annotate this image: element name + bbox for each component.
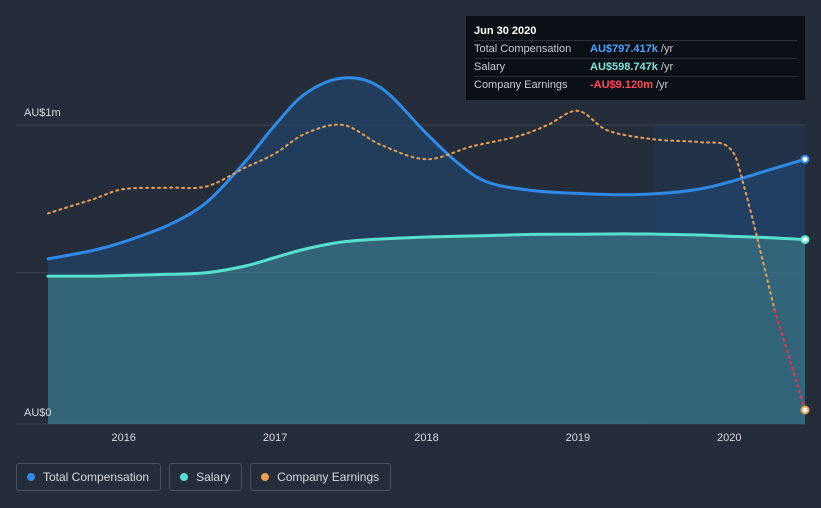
legend-label: Salary bbox=[196, 470, 231, 484]
x-tick-label: 2020 bbox=[717, 432, 741, 444]
legend-label: Total Compensation bbox=[43, 470, 150, 484]
tooltip-label: Salary bbox=[474, 61, 506, 73]
x-axis-tick-labels: 2016 2017 2018 2019 2020 bbox=[111, 432, 741, 444]
tooltip-row-company-earnings: Company Earnings -AU$9.120m /yr bbox=[474, 76, 797, 94]
hover-tooltip: Jun 30 2020 Total Compensation AU$797.41… bbox=[466, 16, 805, 100]
line-salary bbox=[46, 232, 807, 278]
x-tick-label: 2017 bbox=[263, 432, 287, 444]
legend-item-salary[interactable]: Salary bbox=[169, 463, 243, 491]
legend-dot-icon bbox=[27, 473, 35, 481]
legend-label: Company Earnings bbox=[277, 470, 380, 484]
line-company-earnings-negative bbox=[773, 309, 806, 411]
tooltip-row-salary: Salary AU$598.747k /yr bbox=[474, 58, 797, 76]
tooltip-label: Total Compensation bbox=[474, 43, 572, 55]
x-tick-label: 2019 bbox=[566, 432, 590, 444]
legend-item-company-earnings[interactable]: Company Earnings bbox=[250, 463, 392, 491]
chart-lines bbox=[46, 76, 807, 411]
chart-end-markers bbox=[800, 154, 810, 415]
legend-dot-icon bbox=[180, 473, 189, 481]
line-total-compensation bbox=[46, 76, 807, 261]
chart-legend: Total Compensation Salary Company Earnin… bbox=[16, 463, 392, 491]
tooltip-value: AU$598.747k bbox=[590, 61, 658, 73]
end-marker-total-compensation bbox=[800, 154, 810, 164]
tooltip-label: Company Earnings bbox=[474, 79, 568, 91]
chart-areas bbox=[48, 77, 805, 424]
tooltip-value: AU$797.417k bbox=[590, 43, 658, 55]
area-salary bbox=[48, 233, 805, 424]
tooltip-unit: /yr bbox=[660, 61, 674, 73]
y-tick-label-min: AU$0 bbox=[24, 407, 52, 419]
tooltip-date: Jun 30 2020 bbox=[474, 25, 537, 37]
legend-dot-icon bbox=[261, 473, 270, 481]
tooltip-unit: /yr bbox=[655, 79, 669, 91]
end-marker-company-earnings bbox=[800, 405, 810, 415]
legend-item-total-compensation[interactable]: Total Compensation bbox=[16, 463, 162, 491]
tooltip-value: -AU$9.120m bbox=[590, 79, 653, 91]
tooltip-row-total-compensation: Total Compensation AU$797.417k /yr bbox=[474, 40, 797, 58]
x-tick-label: 2016 bbox=[111, 432, 135, 444]
y-tick-label-max: AU$1m bbox=[24, 107, 61, 119]
x-tick-label: 2018 bbox=[414, 432, 438, 444]
line-company-earnings bbox=[47, 109, 776, 312]
tooltip-unit: /yr bbox=[660, 43, 674, 55]
end-marker-salary bbox=[800, 235, 810, 245]
